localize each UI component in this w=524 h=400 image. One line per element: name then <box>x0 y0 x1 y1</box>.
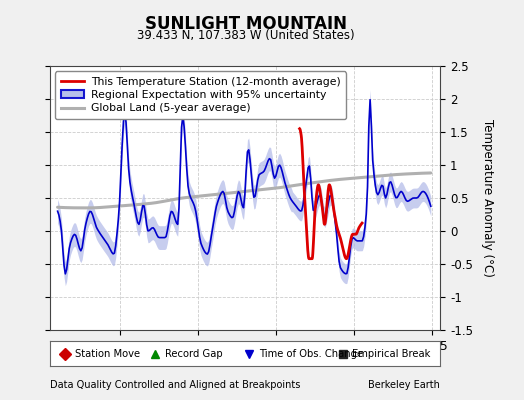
Legend: This Temperature Station (12-month average), Regional Expectation with 95% uncer: This Temperature Station (12-month avera… <box>55 72 346 119</box>
Text: Berkeley Earth: Berkeley Earth <box>368 380 440 390</box>
Text: Record Gap: Record Gap <box>165 348 223 358</box>
Text: Station Move: Station Move <box>75 348 140 358</box>
Text: Data Quality Controlled and Aligned at Breakpoints: Data Quality Controlled and Aligned at B… <box>50 380 300 390</box>
Text: SUNLIGHT MOUNTAIN: SUNLIGHT MOUNTAIN <box>145 15 347 33</box>
Text: Empirical Break: Empirical Break <box>352 348 431 358</box>
Text: Time of Obs. Change: Time of Obs. Change <box>259 348 363 358</box>
Text: 39.433 N, 107.383 W (United States): 39.433 N, 107.383 W (United States) <box>137 30 355 42</box>
Y-axis label: Temperature Anomaly (°C): Temperature Anomaly (°C) <box>481 119 494 277</box>
